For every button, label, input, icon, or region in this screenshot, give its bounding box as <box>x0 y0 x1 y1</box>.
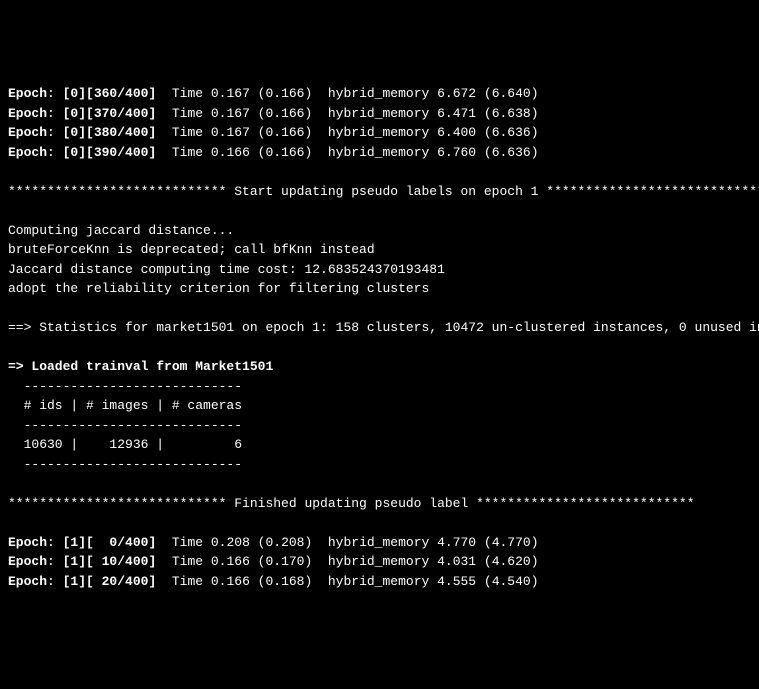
table-row: 10630 | 12936 | 6 <box>8 435 751 455</box>
table-header: # ids | # images | # cameras <box>8 396 751 416</box>
jaccard-time-cost: Jaccard distance computing time cost: 12… <box>8 260 751 280</box>
epoch-progress-line: Epoch: [1][ 0/400] Time 0.208 (0.208) hy… <box>8 533 751 553</box>
epoch-progress-line: Epoch: [0][370/400] Time 0.167 (0.166) h… <box>8 104 751 124</box>
statistics-line: ==> Statistics for market1501 on epoch 1… <box>8 318 751 338</box>
start-update-banner: **************************** Start updat… <box>8 182 751 202</box>
blank-line <box>8 474 751 494</box>
reliability-criterion: adopt the reliability criterion for filt… <box>8 279 751 299</box>
table-separator: ---------------------------- <box>8 455 751 475</box>
brute-force-warning: bruteForceKnn is deprecated; call bfKnn … <box>8 240 751 260</box>
blank-line <box>8 201 751 221</box>
epoch-progress-line: Epoch: [0][360/400] Time 0.167 (0.166) h… <box>8 84 751 104</box>
epoch-progress-line: Epoch: [1][ 10/400] Time 0.166 (0.170) h… <box>8 552 751 572</box>
table-separator: ---------------------------- <box>8 416 751 436</box>
loaded-trainval: => Loaded trainval from Market1501 <box>8 357 751 377</box>
terminal-output: Epoch: [0][360/400] Time 0.167 (0.166) h… <box>8 84 751 591</box>
table-separator: ---------------------------- <box>8 377 751 397</box>
epoch-progress-line: Epoch: [0][390/400] Time 0.166 (0.166) h… <box>8 143 751 163</box>
epoch-progress-line: Epoch: [1][ 20/400] Time 0.166 (0.168) h… <box>8 572 751 592</box>
computing-jaccard: Computing jaccard distance... <box>8 221 751 241</box>
blank-line <box>8 299 751 319</box>
blank-line <box>8 513 751 533</box>
finished-update-banner: **************************** Finished up… <box>8 494 751 514</box>
blank-line <box>8 162 751 182</box>
epoch-progress-line: Epoch: [0][380/400] Time 0.167 (0.166) h… <box>8 123 751 143</box>
blank-line <box>8 338 751 358</box>
